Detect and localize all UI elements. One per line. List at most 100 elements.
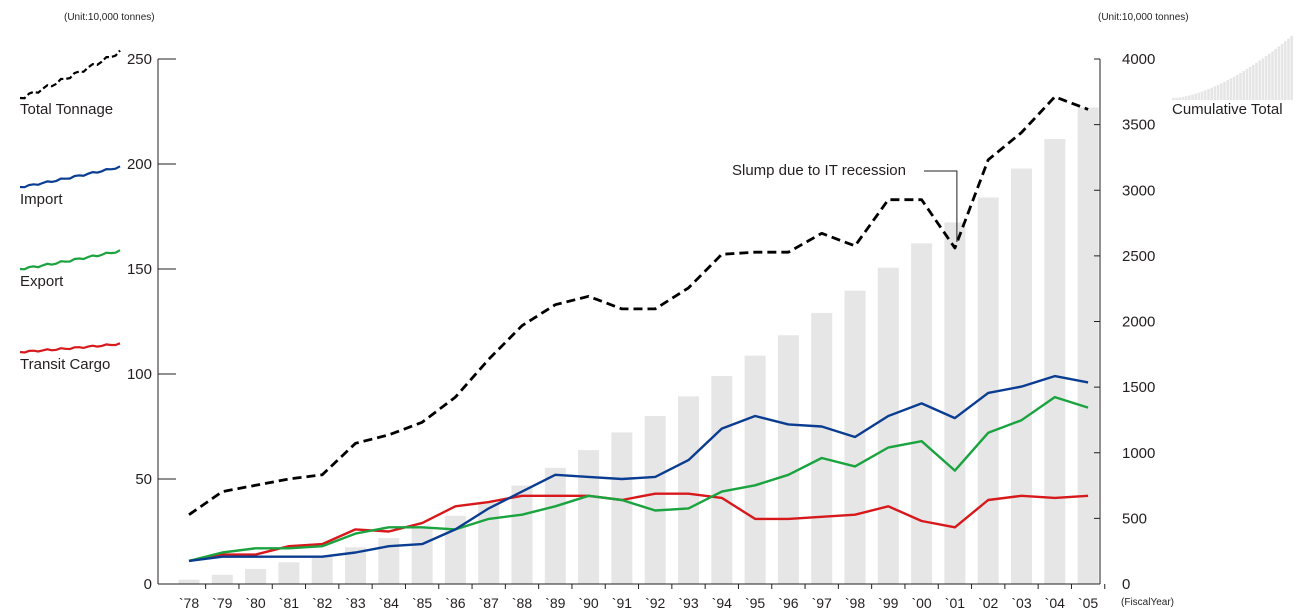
x-tick-label: `92 [645, 595, 665, 611]
legend-icon-cumulative-bar [1261, 58, 1265, 100]
x-tick-label: `00 [911, 595, 931, 611]
legend-icon-cumulative-bar [1197, 92, 1201, 100]
bar-9 [478, 502, 500, 584]
bar-6 [378, 538, 400, 584]
annotation-leader-line [924, 170, 958, 242]
x-axis-note: (FiscalYear) [1121, 597, 1174, 608]
legend-import: Import [20, 191, 63, 208]
legend-icon-cumulative-bar [1188, 95, 1191, 100]
bar-27 [1077, 107, 1099, 584]
x-tick-label: `80 [245, 595, 265, 611]
x-tick-label: `84 [379, 595, 399, 611]
legend-icon-transit-cargo [19, 342, 121, 354]
x-tick-label: `83 [345, 595, 365, 611]
line-total-tonnage [188, 95, 1089, 516]
legend-total-tonnage: Total Tonnage [20, 101, 114, 118]
bar-4 [311, 555, 333, 584]
bar-12 [578, 450, 600, 584]
right-tick-label: 2000 [1122, 314, 1155, 331]
bar-3 [278, 562, 300, 584]
x-tick-label: `98 [845, 595, 865, 611]
bar-26 [1044, 139, 1066, 584]
annotation-text: Slump due to IT recession [732, 162, 906, 179]
legend-icon-cumulative-bar [1248, 66, 1252, 100]
series-lines [188, 95, 1089, 563]
legend-icon-cumulative-bar [1200, 91, 1204, 100]
bar-21 [877, 267, 899, 584]
bar-10 [511, 485, 533, 584]
legend-icon-cumulative-bar [1290, 36, 1293, 100]
right-tick-label: 500 [1122, 510, 1147, 527]
legend-icon-cumulative-bar [1236, 74, 1239, 100]
left-tick-label: 150 [127, 261, 152, 278]
legend-icon-cumulative-bar [1229, 78, 1233, 100]
bar-18 [777, 335, 799, 584]
x-tick-label: `78 [179, 595, 199, 611]
legend-icon-cumulative-bar [1264, 56, 1268, 100]
legend-icon-cumulative-bar [1226, 80, 1229, 100]
legend-icon-cumulative-bar [1184, 96, 1188, 100]
axes: 0501001502002500500100015002000250030003… [127, 51, 1155, 611]
line-transit-cargo [188, 492, 1089, 563]
right-tick-label: 3500 [1122, 117, 1155, 134]
bar-11 [544, 467, 566, 584]
x-tick-label: `96 [778, 595, 798, 611]
legend-icon-cumulative-bar [1175, 97, 1178, 100]
legend-icon-cumulative-bar [1210, 87, 1213, 100]
legend-icon-cumulative-bar [1287, 38, 1290, 100]
cumulative-bars [178, 107, 1099, 584]
x-tick-label: `99 [878, 595, 898, 611]
bar-19 [811, 312, 833, 584]
legend-icon-cumulative-bar [1245, 69, 1249, 100]
x-tick-label: `91 [612, 595, 632, 611]
x-tick-label: `89 [545, 595, 565, 611]
legend-icons [19, 36, 1293, 354]
legend-icon-cumulative-bar [1213, 86, 1217, 100]
bar-7 [411, 527, 433, 584]
line-export [188, 395, 1089, 563]
x-tick-label: `97 [812, 595, 832, 611]
left-tick-label: 50 [135, 471, 152, 488]
x-tick-label: `04 [1045, 595, 1065, 611]
bar-17 [744, 355, 766, 584]
bar-25 [1011, 168, 1032, 584]
legend-icon-cumulative-bar [1242, 71, 1245, 100]
right-axis-unit: (Unit:10,000 tonnes) [1098, 12, 1189, 23]
x-tick-label: `87 [479, 595, 499, 611]
left-tick-label: 100 [127, 366, 152, 383]
legend-export: Export [20, 273, 64, 290]
bar-2 [245, 568, 267, 584]
annotation-leader [924, 170, 958, 242]
right-tick-label: 2500 [1122, 248, 1155, 265]
right-tick-label: 0 [1122, 576, 1130, 593]
x-tick-label: `85 [412, 595, 432, 611]
bar-22 [911, 243, 933, 584]
legend-icon-cumulative-bar [1268, 53, 1271, 100]
left-tick-label: 0 [144, 576, 152, 593]
legend-icon-import [19, 165, 121, 189]
legend-icon-cumulative-bar [1271, 51, 1274, 100]
legend-icon-cumulative-bar [1258, 60, 1261, 100]
legend-cumulative-total: Cumulative Total [1172, 101, 1283, 118]
x-tick-label: `88 [512, 595, 532, 611]
legend-icon-cumulative-bar [1172, 98, 1175, 100]
bar-13 [611, 432, 633, 584]
bar-15 [678, 396, 699, 584]
legend-icon-cumulative-bar [1252, 64, 1255, 100]
x-tick-label: `94 [712, 595, 732, 611]
legend-icon-cumulative-bar [1216, 84, 1220, 100]
bar-0 [178, 579, 200, 584]
x-tick-label: `93 [678, 595, 698, 611]
legend-icon-cumulative-bar [1191, 94, 1194, 100]
legend-icon-cumulative-bar [1280, 43, 1284, 100]
x-tick-label: `02 [978, 595, 998, 611]
legend-icon-cumulative-bar [1232, 76, 1236, 100]
right-tick-label: 1500 [1122, 379, 1155, 396]
legend-icon-cumulative-bar [1204, 90, 1207, 100]
x-tick-label: `01 [945, 595, 965, 611]
left-tick-label: 200 [127, 156, 152, 173]
legend-icon-cumulative-bar [1220, 83, 1223, 100]
bar-1 [211, 574, 233, 584]
x-tick-label: `81 [279, 595, 299, 611]
legend-icon-cumulative-bar [1277, 46, 1281, 100]
